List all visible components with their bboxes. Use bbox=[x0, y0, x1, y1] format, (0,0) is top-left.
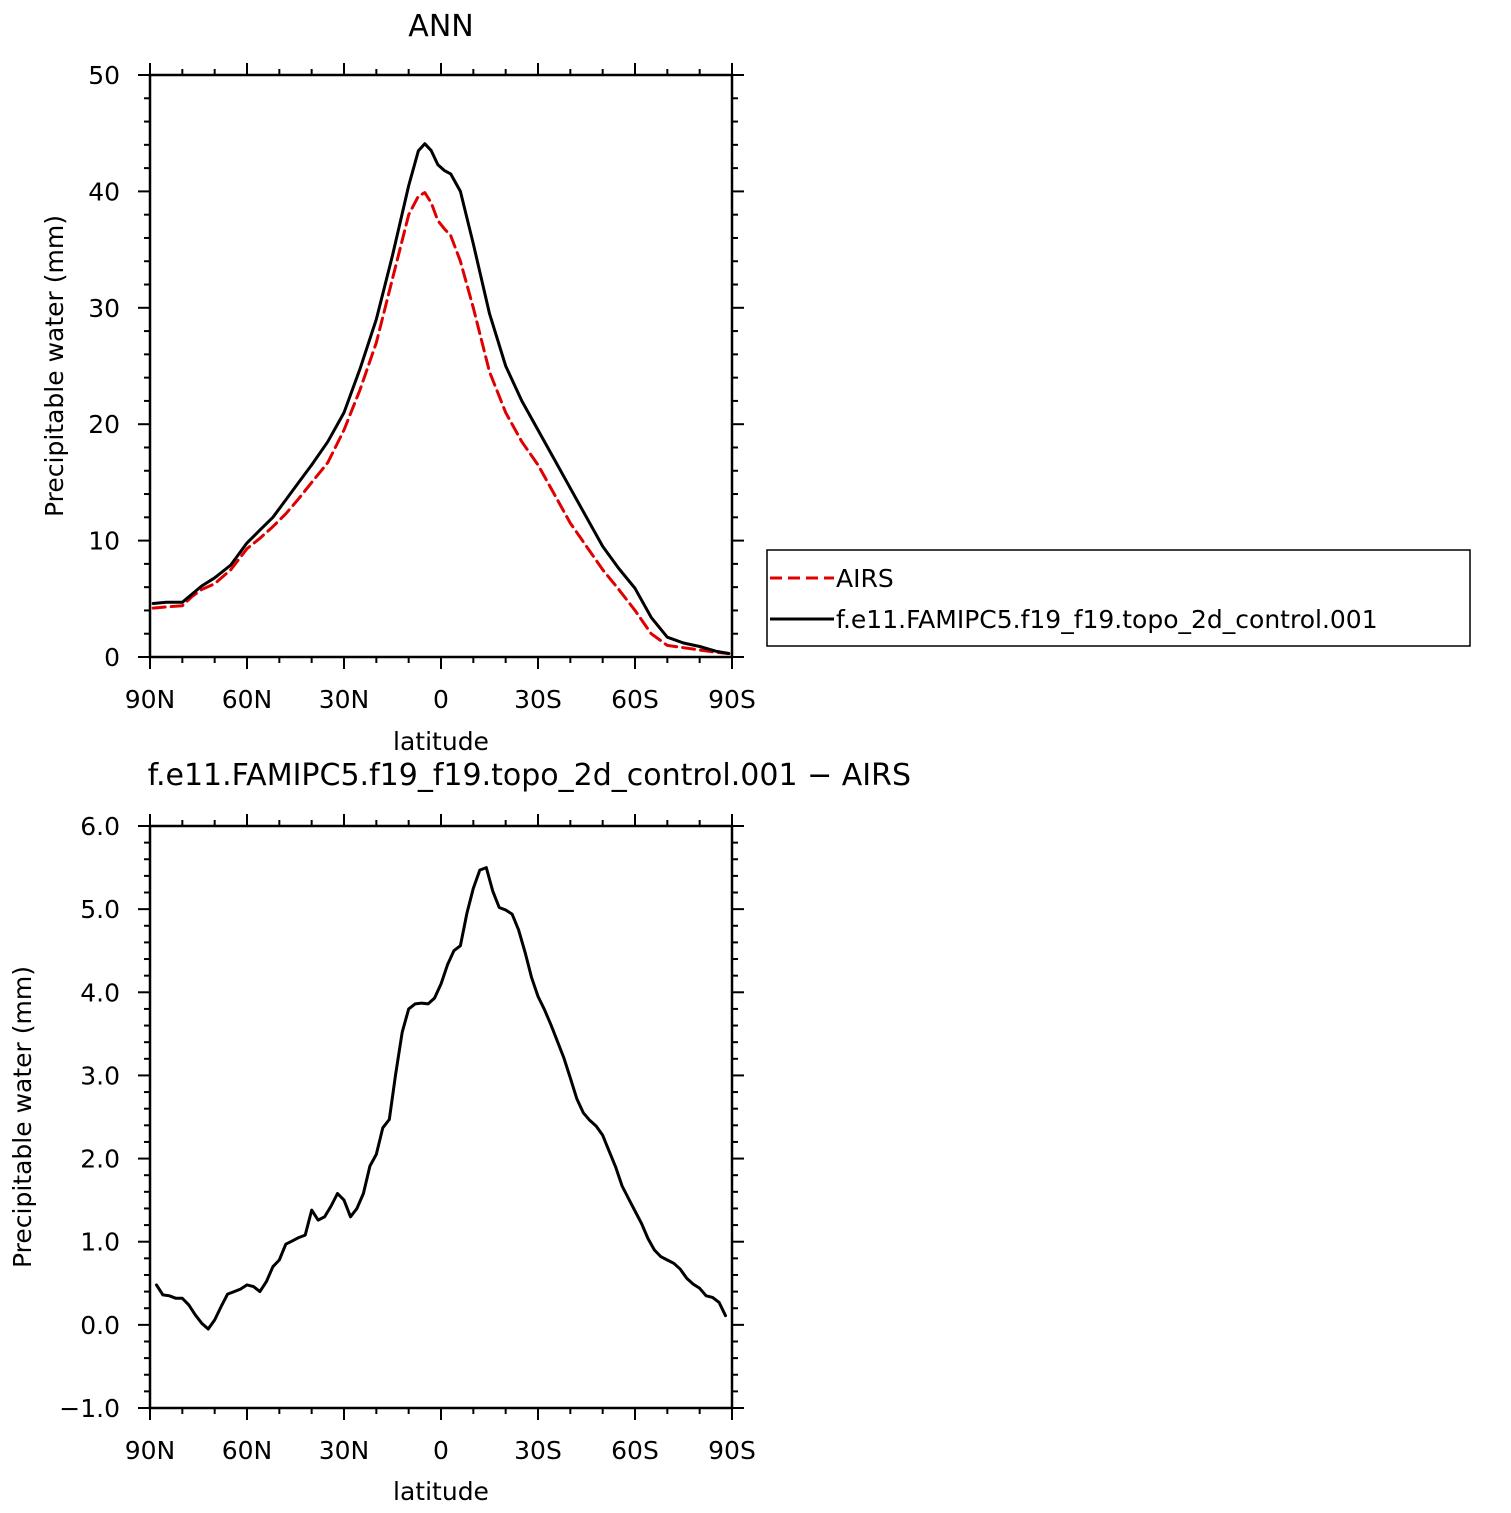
y-tick-label: 30 bbox=[88, 294, 120, 323]
y-axis-title: Precipitable water (mm) bbox=[40, 215, 69, 517]
legend-box bbox=[766, 549, 1471, 647]
x-axis-title: latitude bbox=[393, 727, 489, 756]
x-tick-labels: 90N 60N 30N 0 30S 60S 90S bbox=[125, 1436, 756, 1465]
y-tick-label: 6.0 bbox=[80, 812, 120, 841]
x-tick-label: 0 bbox=[433, 685, 449, 714]
y-tick-label: −1.0 bbox=[59, 1394, 120, 1423]
y-tick-labels: −1.0 0.0 1.0 2.0 3.0 4.0 5.0 6.0 bbox=[59, 812, 120, 1423]
y-tick-label: 0.0 bbox=[80, 1311, 120, 1340]
bottom-series bbox=[155, 866, 727, 1331]
top-series-line-1 bbox=[151, 142, 731, 655]
x-tick-label: 90N bbox=[125, 1436, 176, 1465]
y-tick-label: 0 bbox=[104, 643, 120, 672]
x-tick-label: 60S bbox=[611, 685, 659, 714]
y-axis-title: Precipitable water (mm) bbox=[8, 966, 37, 1268]
top-series bbox=[151, 142, 731, 655]
x-tick-label: 30S bbox=[514, 1436, 562, 1465]
y-tick-label: 4.0 bbox=[80, 978, 120, 1007]
panel-bottom: f.e11.FAMIPC5.f19_f19.topo_2d_control.00… bbox=[8, 758, 911, 1506]
x-tick-label: 90S bbox=[708, 685, 756, 714]
y-tick-label: 20 bbox=[88, 410, 120, 439]
top-ticks bbox=[138, 63, 744, 669]
top-series-line-0 bbox=[151, 191, 731, 655]
y-tick-label: 1.0 bbox=[80, 1228, 120, 1257]
y-tick-label: 2.0 bbox=[80, 1145, 120, 1174]
plot-frame bbox=[148, 73, 734, 659]
x-tick-label: 30N bbox=[319, 1436, 370, 1465]
x-axis-title: latitude bbox=[393, 1477, 489, 1506]
y-tick-labels: 0 10 20 30 40 50 bbox=[88, 61, 120, 672]
y-tick-label: 5.0 bbox=[80, 895, 120, 924]
x-tick-label: 90S bbox=[708, 1436, 756, 1465]
y-tick-label: 3.0 bbox=[80, 1061, 120, 1090]
legend-label-model: f.e11.FAMIPC5.f19_f19.topo_2d_control.00… bbox=[836, 605, 1378, 634]
legend: AIRS f.e11.FAMIPC5.f19_f19.topo_2d_contr… bbox=[766, 549, 1471, 647]
plot-frame bbox=[148, 824, 734, 1410]
y-tick-label: 40 bbox=[88, 177, 120, 206]
x-tick-label: 30S bbox=[514, 685, 562, 714]
y-tick-label: 50 bbox=[88, 61, 120, 90]
x-tick-labels: 90N 60N 30N 0 30S 60S 90S bbox=[125, 685, 756, 714]
bottom-series-line-0 bbox=[155, 866, 727, 1331]
legend-label-airs: AIRS bbox=[836, 564, 894, 593]
panel-title: f.e11.FAMIPC5.f19_f19.topo_2d_control.00… bbox=[148, 758, 911, 793]
y-tick-label: 10 bbox=[88, 527, 120, 556]
x-tick-label: 0 bbox=[433, 1436, 449, 1465]
x-tick-label: 60N bbox=[222, 1436, 273, 1465]
x-tick-label: 90N bbox=[125, 685, 176, 714]
x-tick-label: 60S bbox=[611, 1436, 659, 1465]
x-tick-label: 60N bbox=[222, 685, 273, 714]
bottom-ticks bbox=[138, 814, 744, 1420]
x-tick-label: 30N bbox=[319, 685, 370, 714]
panel-top: ANN 90N 60N 30N 0 30S 60S 90S 0 10 20 30 40 50 lati… bbox=[40, 9, 756, 756]
panel-title: ANN bbox=[408, 9, 473, 44]
